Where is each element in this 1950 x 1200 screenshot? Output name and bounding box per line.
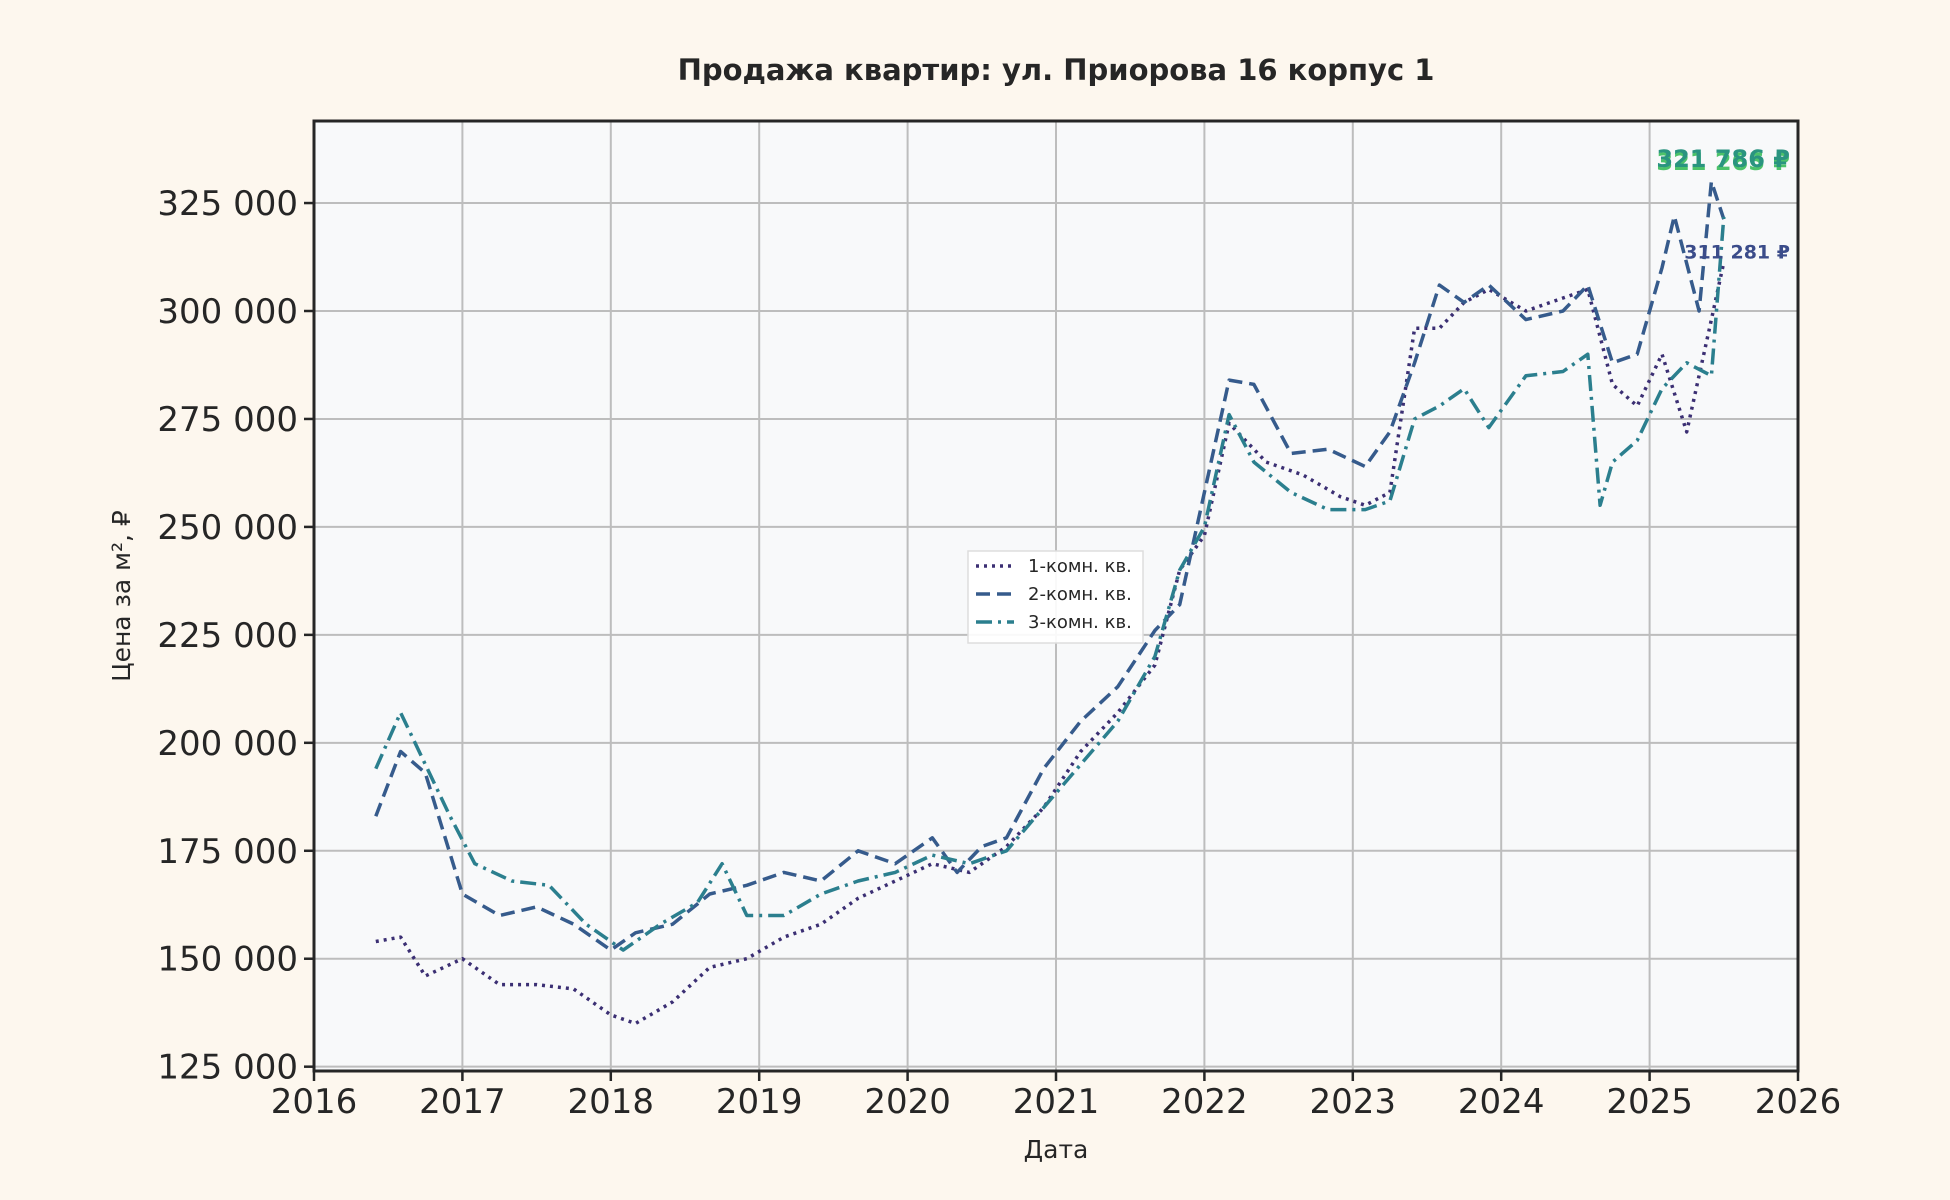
y-tick-label: 250 000 [157,508,298,548]
end-value-label-1: 311 281 ₽ [1684,241,1790,263]
x-tick-label: 2020 [864,1082,951,1122]
y-axis: 125 000 150 000 175 000 200 000 225 000 250 0… [157,184,314,1088]
legend-label-3: 3-комн. кв. [1028,612,1132,633]
x-axis: 2016 2017 2018 2019 2020 2021 2022 2023 2024 2025… [271,1071,1842,1122]
legend-box [967,550,1144,644]
x-tick-label: 2022 [1161,1082,1248,1122]
series-line-1 [375,261,1726,1026]
x-tick-label: 2025 [1606,1082,1693,1122]
series-line-3 [374,216,1726,952]
x-axis-label: Дата [1024,1135,1089,1164]
x-tick-label: 2019 [716,1082,803,1122]
x-tick-label: 2018 [568,1082,655,1122]
y-axis-label: Цена за м², ₽ [107,510,136,682]
series-layer [374,179,1726,1026]
legend-label-2: 2-комн. кв. [1028,584,1132,605]
x-tick-label: 2017 [419,1082,506,1122]
y-tick-label: 225 000 [157,616,298,656]
legend: 1-комн. кв. 2-комн. кв. 3-комн. кв. [967,550,1144,644]
x-tick-label: 2023 [1310,1082,1397,1122]
x-tick-label: 2021 [1013,1082,1100,1122]
x-tick-label: 2024 [1458,1082,1545,1122]
end-value-label-3: 321 786 ₽ [1656,145,1790,173]
series-line-2 [374,179,1726,952]
x-tick-label: 2026 [1755,1082,1842,1122]
y-tick-label: 200 000 [157,724,298,764]
y-tick-label: 300 000 [157,292,298,332]
y-tick-label: 175 000 [157,832,298,872]
x-tick-label: 2016 [271,1082,358,1122]
legend-label-1: 1-комн. кв. [1028,556,1132,577]
y-tick-label: 125 000 [157,1048,298,1088]
chart-title: Продажа квартир: ул. Приорова 16 корпус … [678,53,1435,87]
end-value-label-2: 321 265 ₽ [1656,148,1790,176]
end-labels: 311 281 ₽ 321 265 ₽321 786 ₽ [1656,145,1790,263]
y-tick-label: 150 000 [157,940,298,980]
y-tick-label: 325 000 [157,184,298,224]
y-tick-label: 275 000 [157,400,298,440]
